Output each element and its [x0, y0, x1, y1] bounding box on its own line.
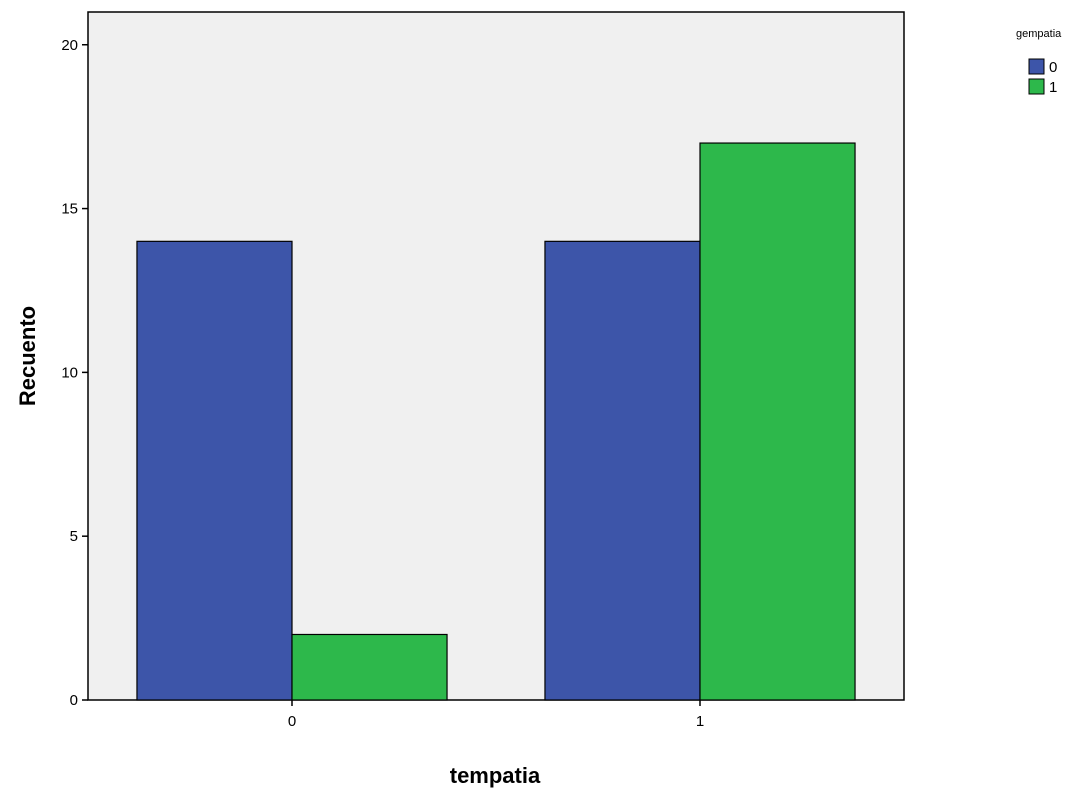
bar-0-series-1 — [291, 633, 448, 701]
y-axis: 0 5 10 15 20 — [61, 37, 88, 709]
legend: gempatia 0 1 — [1016, 28, 1062, 96]
y-tick-label: 15 — [61, 201, 78, 218]
bars-group — [136, 142, 856, 701]
legend-title: gempatia — [1016, 28, 1062, 40]
bar-1-series-1 — [699, 142, 856, 701]
y-tick-label: 0 — [70, 692, 78, 709]
bar-1-series-0 — [544, 240, 701, 701]
x-tick-label: 0 — [288, 713, 296, 730]
legend-swatch — [1028, 78, 1045, 95]
y-tick-label: 20 — [61, 37, 78, 54]
y-axis-title: Recuento — [15, 306, 40, 406]
y-tick-label: 5 — [70, 528, 78, 545]
legend-label: 0 — [1049, 59, 1057, 76]
y-tick-label: 10 — [61, 364, 78, 381]
legend-swatch — [1028, 58, 1045, 75]
x-axis-title: tempatia — [450, 763, 541, 788]
bar-0-series-0 — [136, 240, 293, 701]
x-tick-label: 1 — [696, 713, 704, 730]
legend-label: 1 — [1049, 79, 1057, 96]
